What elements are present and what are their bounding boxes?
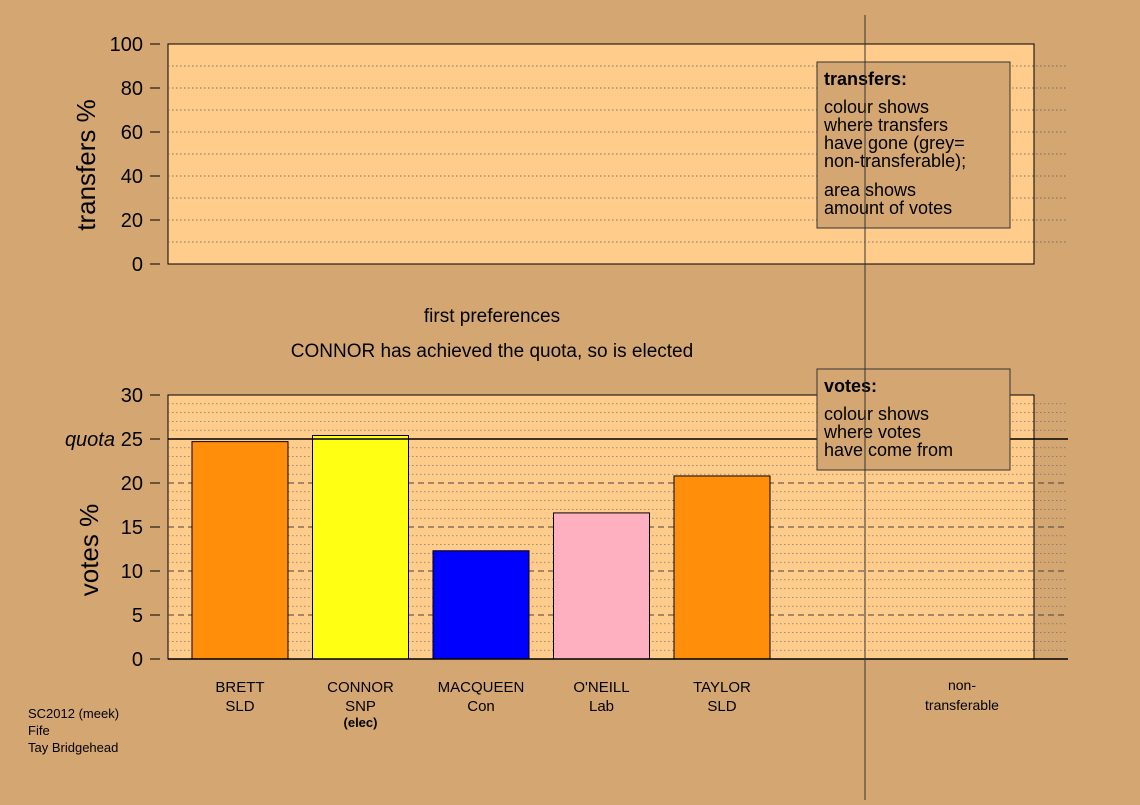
nontransferable-label: transferable [925,697,999,713]
votes-y-axis-label: votes % [74,504,104,597]
transfers-legend-line: have gone (grey= [824,133,965,153]
transfers-legend-line: colour shows [824,97,929,117]
footer-line: SC2012 (meek) [28,706,119,721]
votes-legend-line: have come from [824,440,953,460]
votes-y-tick-label: 0 [132,649,143,671]
transfers-legend: transfers: colour shows where transfers … [816,61,1011,229]
votes-legend-box [816,368,1011,471]
transfers-y-tick-label: 40 [121,166,143,188]
candidate-name: TAYLOR [693,679,751,696]
nontransferable-label: non- [948,677,976,693]
transfers-panel: 0 20 40 60 80 100 transfers % transfers: colo… [71,34,1068,276]
transfers-y-tick-label: 0 [132,254,143,276]
votes-legend-title: votes: [824,376,877,396]
votes-legend: votes: colour shows where votes have com… [816,368,1011,471]
votes-y-tick-label: 25 [121,429,143,451]
votes-legend-line: colour shows [824,404,929,424]
transfers-y-tick-label: 60 [121,122,143,144]
stage-subtitle: CONNOR has achieved the quota, so is ele… [291,341,693,362]
votes-panel: 0 5 10 15 20 25 30 quota votes % BRETT SLD CONNO… [65,368,1068,730]
candidate-party: SLD [707,698,736,715]
candidate-name: BRETT [215,679,264,696]
bar-oneill [553,512,650,660]
transfers-legend-line: where transfers [823,115,948,135]
transfers-y-tick-label: 80 [121,78,143,100]
votes-y-tick-label: 15 [121,517,143,539]
transfers-legend-line: non-transferable); [824,151,966,171]
bar-macqueen [432,550,530,660]
votes-y-ticks: 0 5 10 15 20 25 30 [121,385,160,671]
stage-title: first preferences [424,306,560,327]
votes-y-tick-label: 10 [121,561,143,583]
footer-line: Tay Bridgehead [28,740,118,755]
candidate-party: SLD [225,698,254,715]
candidate-name: CONNOR [327,679,394,696]
candidate-name: MACQUEEN [438,679,525,696]
candidate-name: O'NEILL [573,679,629,696]
transfers-y-axis-label: transfers % [71,99,101,231]
transfers-legend-line: amount of votes [824,198,952,218]
candidate-party: Lab [589,698,614,715]
transfers-legend-title: transfers: [824,69,907,89]
quota-label: quota [65,429,115,451]
votes-y-tick-label: 20 [121,473,143,495]
candidate-party: SNP [345,698,376,715]
transfers-y-tick-label: 20 [121,210,143,232]
footer-line: Fife [28,723,50,738]
candidate-labels: BRETT SLD CONNOR SNP(elec) MACQUEEN Con O'NEIL… [215,679,751,730]
bar-brett [191,441,289,660]
votes-legend-line: where votes [823,422,921,442]
bar-taylor [673,475,771,660]
candidate-status: (elec) [344,715,378,730]
votes-y-tick-label: 30 [121,385,143,407]
candidate-party: Con [467,698,495,715]
transfers-legend-line: area shows [824,180,916,200]
transfers-y-tick-label: 100 [110,34,143,56]
votes-y-tick-label: 5 [132,605,143,627]
transfers-legend-box [816,61,1011,229]
transfers-y-ticks: 0 20 40 60 80 100 [110,34,160,276]
votes-bars [191,434,771,660]
bar-connor [312,434,409,660]
